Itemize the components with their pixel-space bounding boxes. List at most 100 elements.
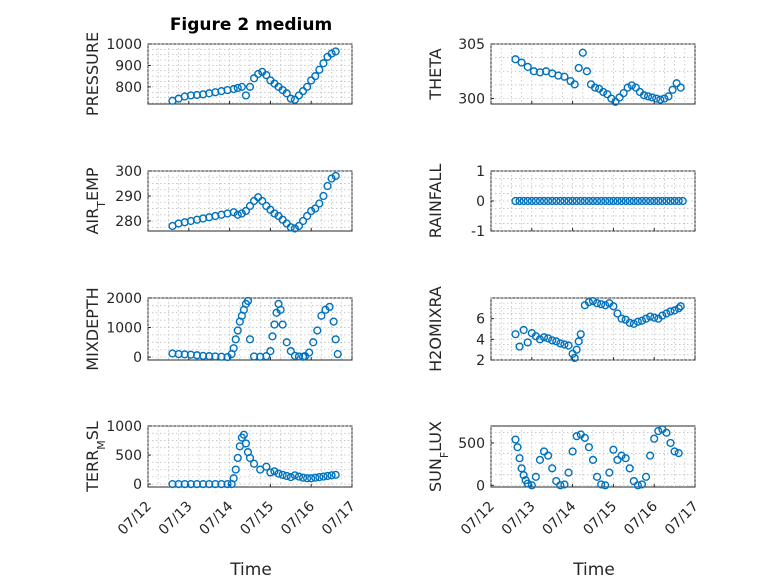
x-axis-label-right: Time: [572, 560, 615, 580]
data-point: [239, 430, 248, 439]
x-tick-label: 07/14: [540, 498, 580, 538]
data-point: [568, 196, 577, 206]
data-point: [548, 196, 557, 206]
data-point: [249, 459, 259, 468]
data-point: [597, 300, 606, 309]
data-point: [333, 349, 342, 359]
data-point: [588, 196, 598, 206]
data-point: [282, 89, 291, 98]
data-point: [652, 94, 661, 103]
data-point: [286, 94, 295, 103]
data-point: [623, 83, 632, 92]
data-point: [619, 88, 628, 98]
data-point: [511, 196, 520, 206]
plot-area: [147, 297, 353, 361]
data-point: [621, 196, 630, 206]
y-tick-label: 2: [476, 353, 485, 369]
subplot-air-temp: 280 290 300 AIRTEMP: [83, 164, 353, 235]
data-point: [254, 69, 263, 79]
data-point: [568, 349, 577, 358]
data-point: [629, 476, 638, 486]
data-point: [329, 317, 338, 326]
data-point: [307, 76, 316, 85]
data-point: [584, 298, 594, 307]
data-point: [315, 65, 324, 74]
subplot-theta: 300 305 THETA: [426, 37, 696, 108]
data-point: [590, 83, 600, 92]
data-point: [515, 342, 524, 351]
data-point: [262, 462, 271, 471]
data-point: [601, 481, 610, 490]
data-point: [237, 209, 246, 218]
y-tick-label: 900: [115, 58, 142, 74]
data-point: [531, 472, 540, 481]
data-point: [331, 335, 340, 344]
y-tick-label: 0: [133, 350, 142, 366]
data-point: [309, 338, 318, 347]
x-tick-label: 07/14: [197, 498, 237, 538]
data-point: [544, 451, 553, 460]
data-point: [676, 83, 685, 92]
data-point: [674, 196, 683, 206]
data-point: [303, 474, 312, 483]
data-point: [613, 309, 622, 318]
data-point: [599, 87, 608, 97]
y-tick-label: -1: [471, 224, 485, 240]
y-tick-label: 1000: [106, 419, 142, 435]
data-point: [237, 82, 246, 91]
data-point: [544, 196, 553, 206]
y-tick-label: 0: [476, 194, 485, 210]
data-point: [286, 223, 295, 232]
data-point: [519, 325, 528, 335]
data-point: [656, 95, 665, 104]
x-tick-label: 07/13: [499, 499, 539, 539]
data-point: [231, 335, 240, 344]
data-point: [552, 476, 561, 486]
data-point: [331, 47, 340, 56]
data-point: [574, 337, 583, 346]
data-point: [637, 480, 647, 489]
data-point: [674, 304, 683, 313]
data-point: [615, 93, 624, 102]
data-point: [633, 481, 642, 490]
data-point: [617, 196, 626, 206]
data-point: [560, 72, 569, 81]
data-point: [637, 196, 647, 206]
data-point: [523, 196, 532, 206]
data-point: [233, 210, 242, 219]
data-point: [597, 480, 606, 489]
data-point: [666, 196, 675, 206]
data-point: [307, 206, 316, 216]
x-tick-label: 07/12: [458, 499, 498, 539]
y-tick-label: 1000: [106, 37, 142, 53]
data-point: [266, 347, 275, 356]
data-point: [325, 302, 334, 311]
data-point: [588, 297, 598, 306]
data-point: [564, 468, 573, 477]
y-axis-label: TERRMSL: [83, 421, 108, 493]
data-point: [574, 63, 583, 73]
data-point: [603, 90, 612, 99]
data-point: [262, 352, 271, 361]
data-point: [650, 313, 659, 322]
data-point: [668, 85, 677, 94]
y-axis-label: THETA: [426, 48, 445, 100]
y-tick-label: 800: [115, 80, 142, 96]
data-point: [613, 196, 622, 206]
data-point: [625, 318, 634, 327]
data-point: [556, 481, 565, 490]
y-tick-label: 300: [115, 164, 142, 180]
data-point: [605, 196, 614, 206]
data-point: [664, 92, 673, 101]
x-tick-label: 07/16: [621, 498, 661, 538]
data-point: [535, 455, 545, 464]
data-point: [629, 319, 638, 328]
data-point: [609, 445, 618, 454]
data-point: [294, 472, 304, 481]
subplot-sun-flux: 0 500 07/12 07/13 07/14 07/15 07/16 07/17 SUNFLU…: [426, 421, 702, 538]
data-point: [670, 196, 679, 206]
data-point: [662, 196, 671, 206]
x-tick-label: 07/13: [156, 499, 196, 539]
